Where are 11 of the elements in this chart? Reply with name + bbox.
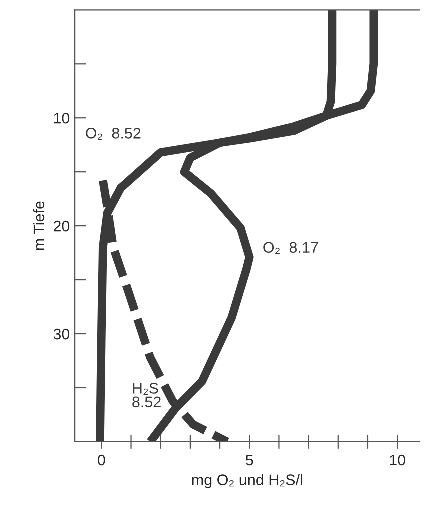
y-tick-label: 10 xyxy=(54,112,70,124)
x-tick-label: 5 xyxy=(246,455,254,466)
series-label: H₂S 8.52 xyxy=(132,383,161,408)
x-axis-title: mg O₂ und H₂S/l xyxy=(192,474,302,488)
y-tick-label: 30 xyxy=(54,328,70,340)
y-axis-title: m Tiefe xyxy=(33,202,45,250)
x-tick-label: 0 xyxy=(98,454,106,466)
series-label: O₂ 8.52 xyxy=(86,128,141,140)
y-tick-label: 20 xyxy=(54,220,70,232)
x-tick-label: 10 xyxy=(390,454,406,466)
series-label: O₂ 8.17 xyxy=(264,242,318,254)
